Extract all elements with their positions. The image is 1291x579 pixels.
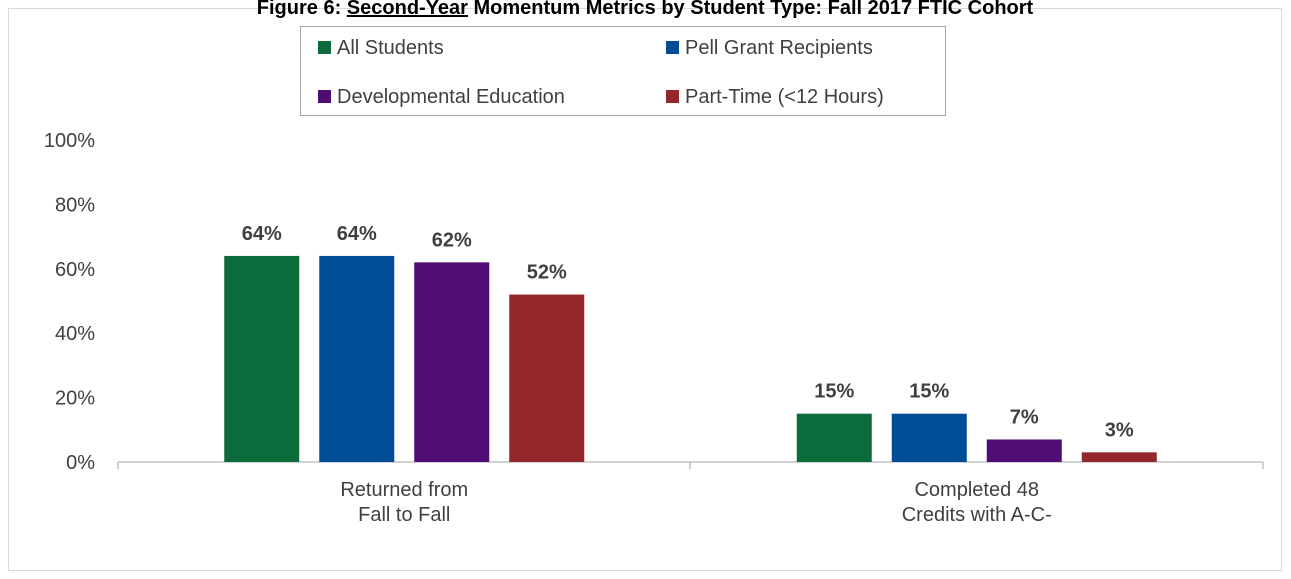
bar [319,255,395,462]
legend-label: Part-Time (<12 Hours) [685,86,884,108]
title-part: Second-Year [347,0,468,19]
title-part: Momentum Metrics by Student Type: Fall 2… [468,0,1034,19]
y-tick-label: 0% [66,452,95,474]
legend-box [300,26,946,116]
legend-swatch [666,41,679,54]
bar [986,439,1062,462]
data-label: 64% [337,223,377,245]
x-tick-label: Fall to Fall [358,504,450,526]
bar [414,262,490,462]
data-label: 15% [909,381,949,403]
chart-title: Figure 6: Second-Year Momentum Metrics b… [257,0,1034,19]
data-label: 64% [242,223,282,245]
data-label: 62% [432,229,472,251]
data-label: 3% [1105,419,1134,441]
bar [509,294,585,462]
legend-label: Developmental Education [337,86,565,108]
y-tick-label: 100% [44,130,95,152]
bar [1081,452,1157,462]
chart-border [8,8,1282,571]
legend-swatch [318,90,331,103]
legend-label: Pell Grant Recipients [685,37,873,59]
bar [224,255,300,462]
data-label: 15% [814,381,854,403]
y-tick-label: 40% [55,323,95,345]
x-tick-label: Credits with A-C- [902,504,1052,526]
x-tick-label: Completed 48 [914,479,1039,501]
title-part: Figure 6: [257,0,347,19]
data-label: 7% [1010,406,1039,428]
y-tick-label: 20% [55,388,95,410]
bar [796,413,872,462]
y-tick-label: 60% [55,259,95,281]
legend-label: All Students [337,37,444,59]
bar [891,413,967,462]
data-label: 52% [527,262,567,284]
legend-swatch [666,90,679,103]
y-tick-label: 80% [55,194,95,216]
x-tick-label: Returned from [340,479,468,501]
legend-swatch [318,41,331,54]
